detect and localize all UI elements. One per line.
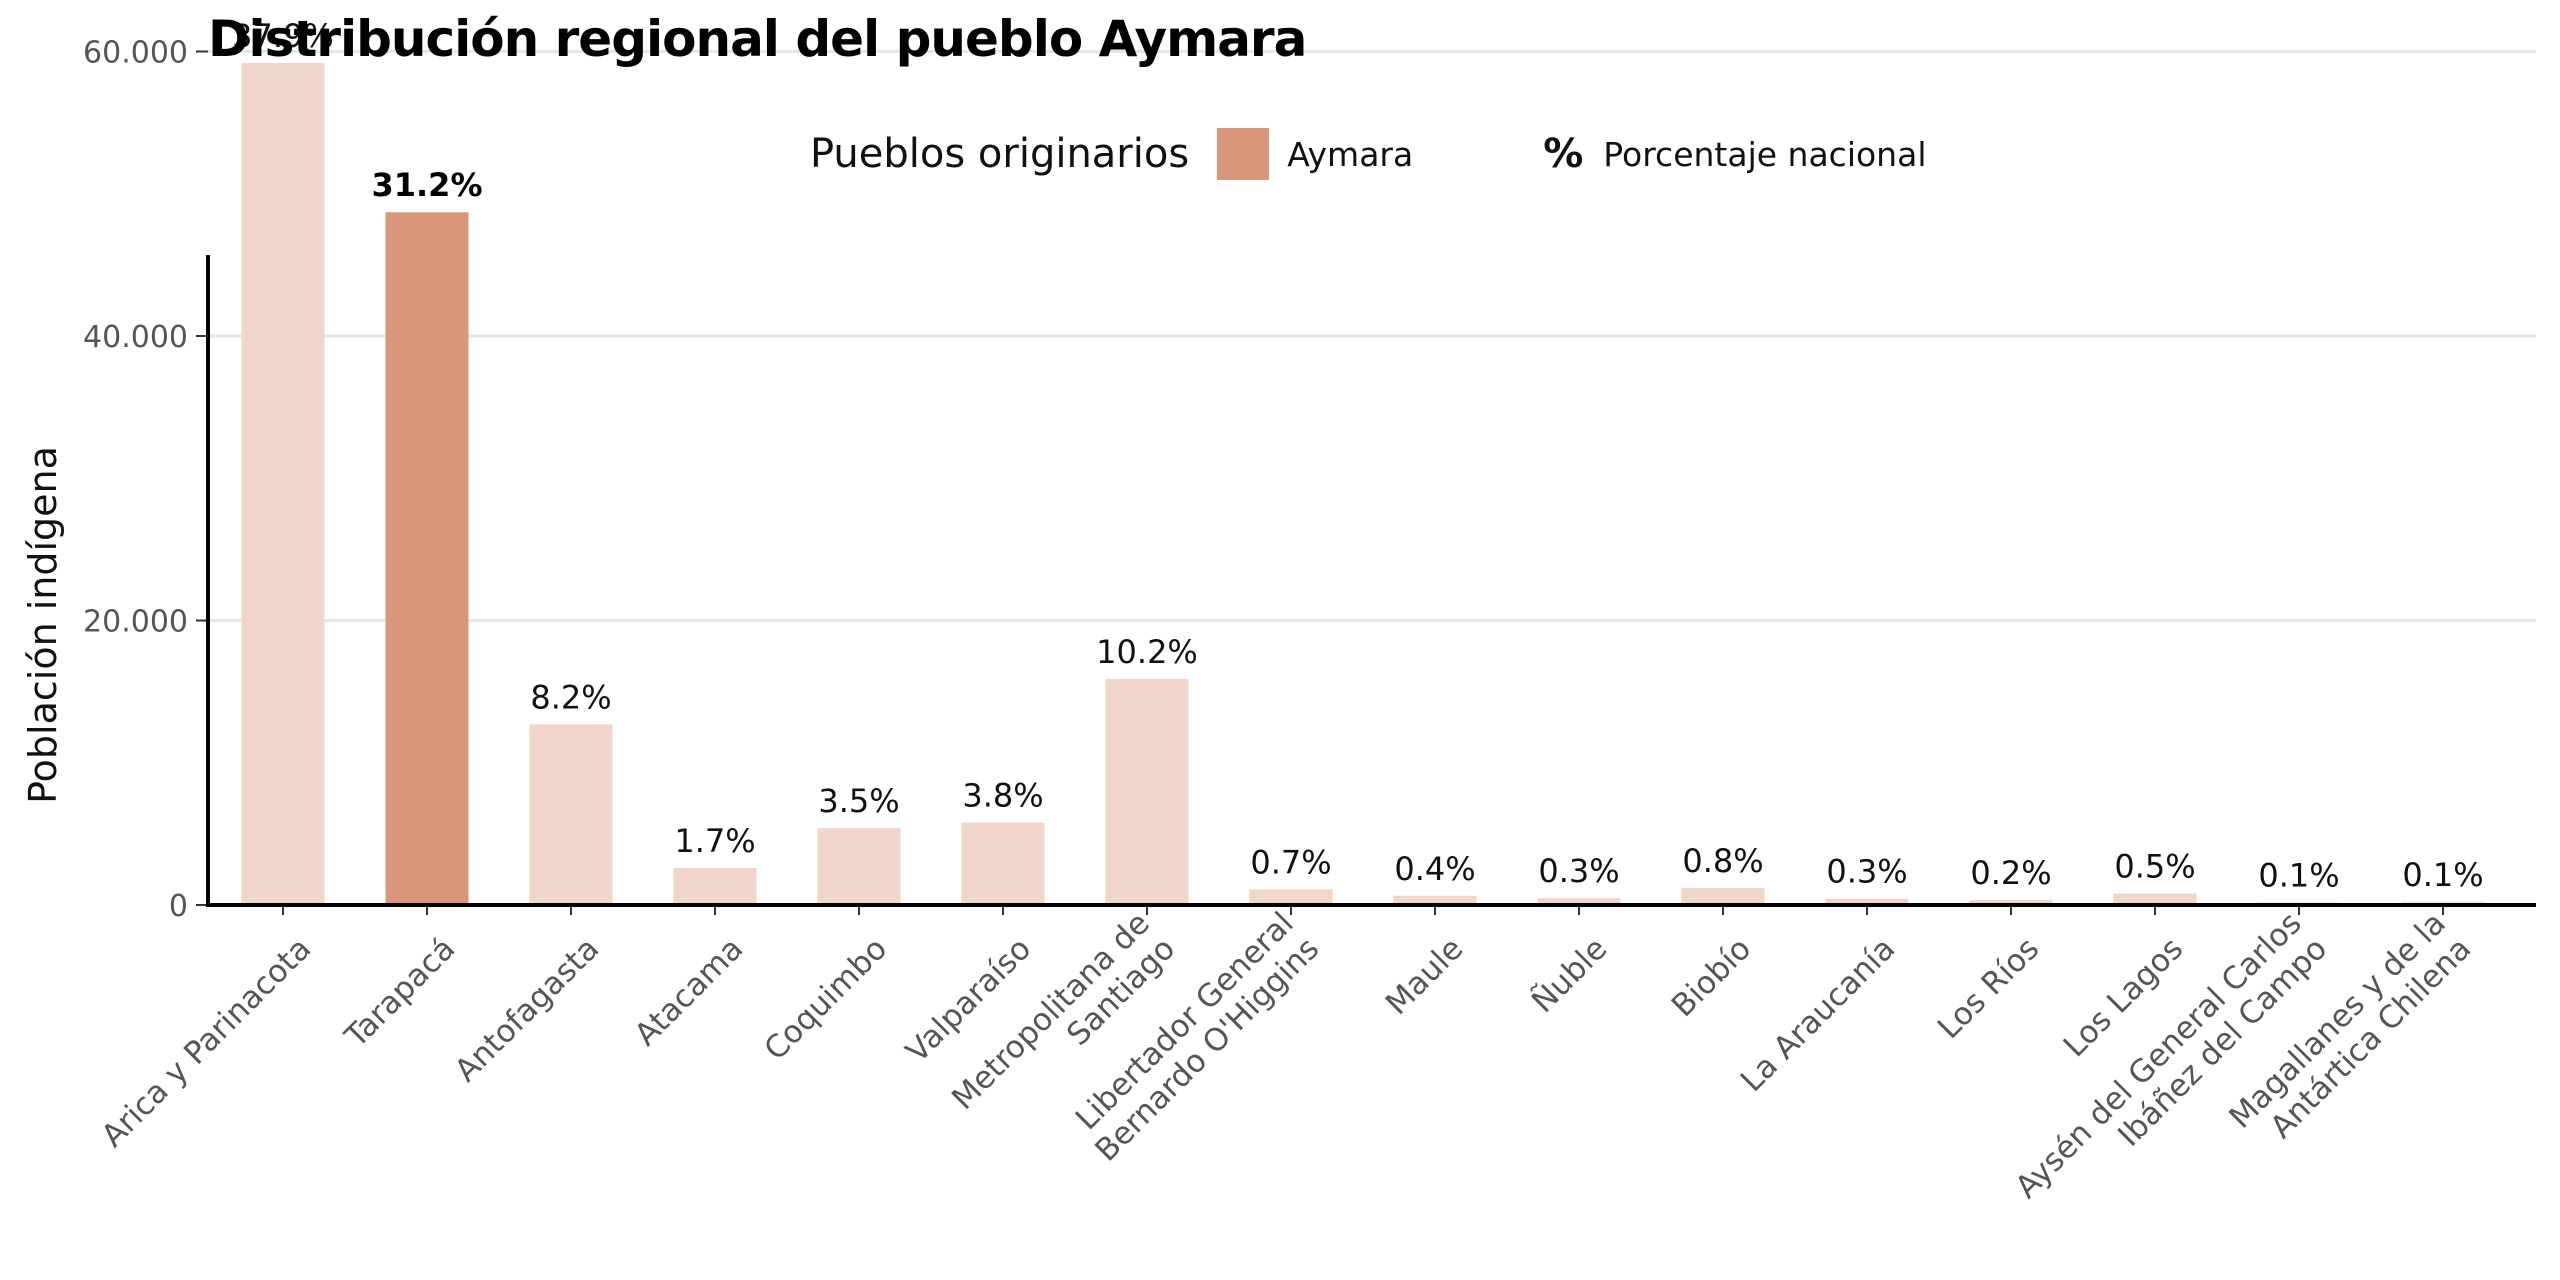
percent-label: 0.5% — [2114, 848, 2195, 886]
bar — [1537, 898, 1621, 905]
percent-icon: % — [1543, 131, 1584, 177]
bar — [241, 62, 325, 905]
y-tick-label: 0 — [169, 889, 188, 924]
percent-label: 10.2% — [1096, 633, 1198, 671]
x-tick-label: Ñuble — [1525, 931, 1614, 1020]
x-tick-label-line: La Araucanía — [1734, 931, 1902, 1099]
x-tick-label: La Araucanía — [1734, 931, 1902, 1099]
percent-label: 31.2% — [371, 166, 482, 204]
legend-label-percent: Porcentaje nacional — [1603, 134, 1927, 174]
bar — [1969, 900, 2053, 905]
percent-label: 3.8% — [962, 776, 1043, 814]
bars — [241, 62, 2485, 905]
x-tick-label: Antofagasta — [448, 931, 606, 1089]
x-tick-label-line: Ñuble — [1525, 931, 1614, 1020]
bar — [1249, 889, 1333, 905]
x-tick-label: Tarapacá — [338, 931, 463, 1056]
x-tick-label: Biobío — [1665, 931, 1758, 1024]
x-tick-label-line: Tarapacá — [338, 931, 463, 1056]
percent-label: 0.3% — [1538, 852, 1619, 890]
percent-label: 0.7% — [1250, 843, 1331, 881]
legend-label-aymara: Aymara — [1287, 134, 1414, 174]
bar — [2113, 893, 2197, 905]
x-tick-label-line: Antofagasta — [448, 931, 606, 1089]
bar — [1825, 898, 1909, 905]
percent-label: 37.9% — [232, 17, 334, 55]
percent-label: 1.7% — [674, 822, 755, 860]
x-tick-label-line: Atacama — [628, 931, 750, 1053]
legend: Pueblos originarios Aymara % Porcentaje … — [810, 124, 1926, 184]
percent-label: 0.3% — [1826, 853, 1907, 891]
bar — [961, 822, 1045, 905]
y-axis-title: Población indígena — [21, 446, 65, 804]
percent-label: 0.2% — [1970, 854, 2051, 892]
bar — [1105, 678, 1189, 905]
bar — [673, 868, 757, 905]
legend-swatch-aymara — [1217, 128, 1270, 180]
percent-label: 0.8% — [1682, 842, 1763, 880]
chart-title: Distribución regional del pueblo Aymara — [208, 10, 1307, 68]
x-tick-label-line: Arica y Parinacota — [95, 931, 319, 1155]
gridlines — [208, 50, 2536, 622]
y-tick-label: 20.000 — [83, 605, 188, 640]
percent-label: 0.4% — [1394, 850, 1475, 888]
bar — [1681, 887, 1765, 905]
x-tick-label-line: Coquimbo — [757, 931, 894, 1068]
percent-label: 0.1% — [2258, 856, 2339, 894]
x-tick-label: Atacama — [628, 931, 750, 1053]
percent-label: 0.1% — [2402, 856, 2483, 894]
x-tick-label: Arica y Parinacota — [95, 931, 319, 1155]
legend-title: Pueblos originarios — [810, 131, 1190, 177]
x-tick-label: Los Ríos — [1931, 931, 2046, 1046]
bar — [817, 828, 901, 905]
y-tick-label: 40.000 — [83, 320, 188, 355]
bar — [529, 724, 613, 905]
x-tick-label: Maule — [1379, 931, 1470, 1022]
axes — [196, 50, 2536, 915]
bar — [1393, 895, 1477, 905]
bar — [385, 212, 469, 905]
x-tick-label: Coquimbo — [757, 931, 894, 1068]
x-tick-label-line: Los Ríos — [1931, 931, 2046, 1046]
x-tick-label-line: Biobío — [1665, 931, 1758, 1024]
y-tick-label: 60.000 — [83, 36, 188, 71]
percent-label: 8.2% — [530, 678, 611, 716]
x-tick-label-line: Maule — [1379, 931, 1470, 1022]
percent-label: 3.5% — [818, 782, 899, 820]
